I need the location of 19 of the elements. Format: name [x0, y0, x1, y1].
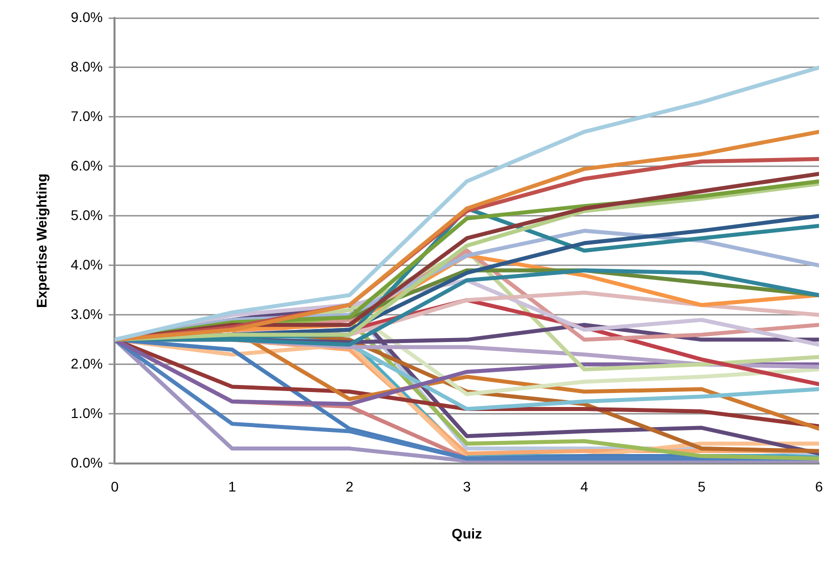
x-tick-label: 5 — [698, 478, 706, 495]
y-tick-label: 9.0% — [70, 8, 103, 25]
x-axis-title: Quiz — [452, 525, 482, 542]
y-tick-label: 0.0% — [70, 454, 103, 470]
x-tick-label: 3 — [462, 478, 471, 495]
x-tick-label: 0 — [110, 478, 119, 495]
y-tick-label: 8.0% — [70, 58, 103, 74]
y-axis-title: Expertise Weighting — [33, 174, 50, 308]
y-tick-label: 7.0% — [70, 108, 103, 124]
y-tick-label: 2.0% — [70, 355, 103, 372]
y-tick-label: 5.0% — [70, 206, 103, 223]
x-tick-label: 1 — [228, 478, 236, 495]
y-tick-label: 4.0% — [70, 256, 103, 272]
y-tick-label: 3.0% — [70, 306, 103, 322]
x-tick-label: 4 — [580, 478, 588, 495]
x-tick-label: 6 — [815, 478, 824, 495]
x-tick-label: 2 — [346, 478, 354, 495]
y-tick-label: 1.0% — [70, 404, 103, 421]
y-tick-label: 6.0% — [70, 157, 103, 174]
